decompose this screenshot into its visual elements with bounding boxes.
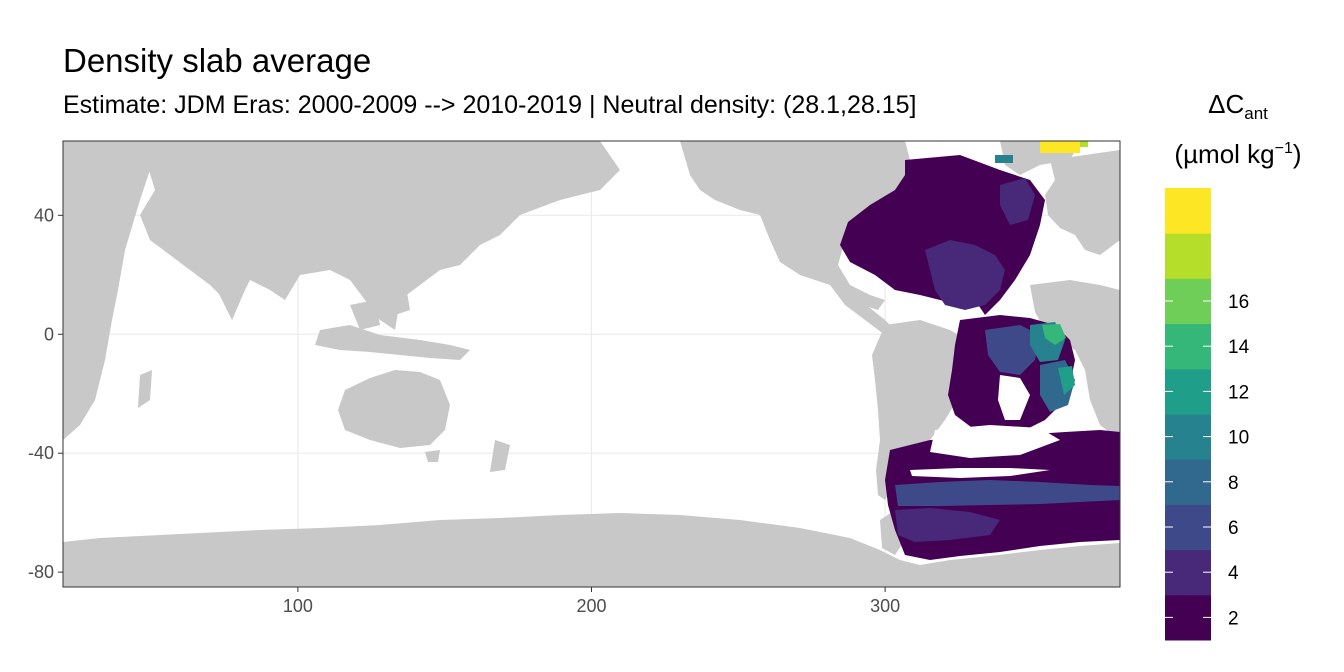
legend-title-line1: ΔCant xyxy=(1208,89,1268,123)
land-india xyxy=(205,255,245,320)
ocean-gaps xyxy=(910,375,1060,478)
legend-tick-label: 16 xyxy=(1228,292,1249,313)
land-europe xyxy=(1045,150,1120,255)
legend-tick-label: 8 xyxy=(1228,473,1239,494)
map-title: Density slab average xyxy=(63,42,372,79)
legend-tick-label: 10 xyxy=(1228,428,1249,449)
land-philippines xyxy=(390,280,410,315)
legend-tick-label: 2 xyxy=(1228,608,1239,629)
arctic-cell-c xyxy=(995,155,1013,163)
y-tick-label: -40 xyxy=(28,443,54,463)
data-southern-band xyxy=(895,480,1120,506)
data-weddell xyxy=(895,508,1000,542)
land-central-america xyxy=(830,285,895,335)
land-tasmania xyxy=(425,450,440,462)
arctic-cell-a xyxy=(1040,141,1080,153)
arctic-cell-b xyxy=(1080,141,1088,147)
land-madagascar xyxy=(138,370,152,408)
data-gulf-gyre xyxy=(925,240,1005,310)
legend-tick-label: 6 xyxy=(1228,518,1239,539)
data-layer xyxy=(840,155,1120,560)
y-tick-label: 40 xyxy=(34,205,54,225)
legend-labels: 2 4 6 8 10 12 14 16 xyxy=(1165,292,1250,629)
x-tick-label: 300 xyxy=(870,596,900,616)
y-axis: 40 0 -40 -80 xyxy=(28,205,63,582)
legend-tick-label: 12 xyxy=(1228,382,1249,403)
x-axis: 100 200 300 xyxy=(283,587,900,616)
land-new-zealand xyxy=(490,440,510,472)
legend-swatch xyxy=(1165,233,1211,279)
land-borneo xyxy=(350,300,380,330)
arctic-hotspot xyxy=(995,141,1088,163)
gap-southern-strip xyxy=(910,468,1050,478)
land-japan xyxy=(440,220,468,265)
legend-tick-label: 4 xyxy=(1228,563,1239,584)
land-antarctica xyxy=(63,513,1120,587)
x-tick-label: 100 xyxy=(283,596,313,616)
data-tropical-hotspot-b xyxy=(1042,324,1066,345)
legend-tick-label: 14 xyxy=(1228,337,1250,358)
x-tick-label: 200 xyxy=(576,596,606,616)
land-asia xyxy=(140,141,620,330)
legend: ΔCant (µmol kg−1) 2 4 6 8 10 12 14 16 xyxy=(1165,89,1302,641)
legend-swatch xyxy=(1165,188,1211,234)
land-africa-west xyxy=(1030,280,1120,440)
land-layer xyxy=(63,141,1120,587)
land-north-america xyxy=(680,141,910,310)
land-indonesia xyxy=(315,325,470,360)
land-africa-east xyxy=(63,141,150,440)
data-brazil-basin xyxy=(985,325,1040,375)
legend-title-line2: (µmol kg−1) xyxy=(1174,139,1301,169)
map-subtitle: Estimate: JDM Eras: 2000-2009 --> 2010-2… xyxy=(63,91,917,119)
land-australia xyxy=(338,370,450,448)
y-tick-label: 0 xyxy=(44,324,54,344)
y-tick-label: -80 xyxy=(28,562,54,582)
data-angola-core xyxy=(1058,366,1075,395)
gap-south-atlantic xyxy=(930,425,1060,458)
data-labrador xyxy=(1000,178,1035,225)
gap-mid-atlantic xyxy=(998,375,1030,420)
